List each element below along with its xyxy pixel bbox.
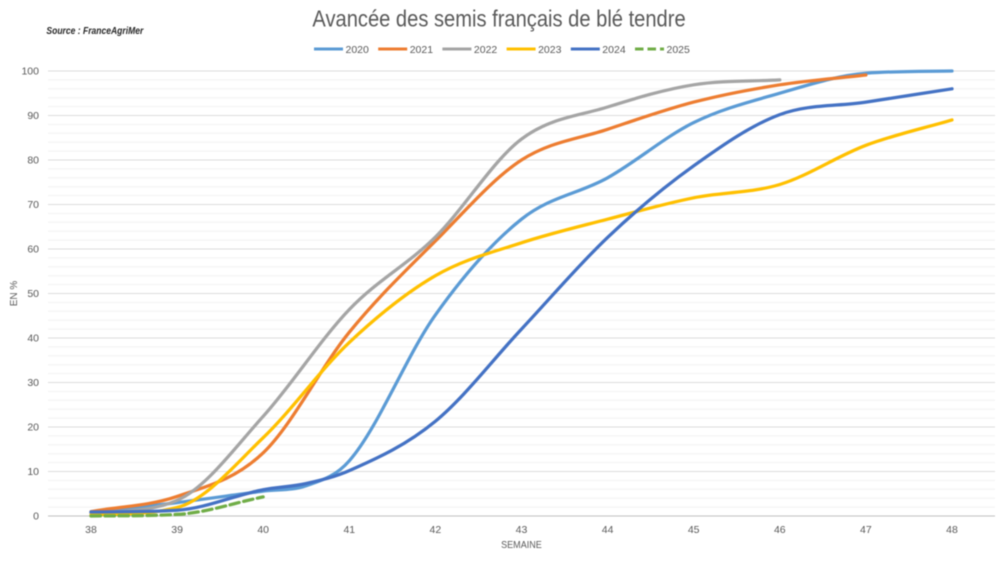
svg-text:40: 40 [27, 333, 39, 345]
svg-text:10: 10 [27, 466, 39, 478]
svg-text:50: 50 [27, 288, 39, 300]
svg-text:SEMAINE: SEMAINE [501, 540, 542, 552]
svg-text:42: 42 [430, 524, 442, 536]
svg-text:45: 45 [688, 524, 700, 536]
svg-text:EN %: EN % [9, 281, 20, 307]
svg-text:80: 80 [27, 155, 39, 167]
svg-text:100: 100 [21, 66, 39, 78]
svg-text:48: 48 [946, 524, 958, 536]
svg-text:41: 41 [343, 524, 355, 536]
svg-text:43: 43 [516, 524, 528, 536]
svg-text:2024: 2024 [602, 44, 626, 56]
svg-text:60: 60 [27, 244, 39, 256]
svg-text:2021: 2021 [410, 44, 434, 56]
svg-text:30: 30 [27, 377, 39, 389]
svg-text:39: 39 [171, 524, 183, 536]
svg-text:90: 90 [27, 110, 39, 122]
svg-text:0: 0 [33, 511, 39, 523]
svg-text:2020: 2020 [346, 44, 370, 56]
svg-text:46: 46 [774, 524, 786, 536]
svg-text:40: 40 [257, 524, 269, 536]
svg-text:44: 44 [602, 524, 614, 536]
svg-text:Source : FranceAgriMer: Source : FranceAgriMer [46, 25, 144, 36]
svg-text:38: 38 [85, 524, 97, 536]
svg-text:2023: 2023 [538, 44, 562, 56]
svg-text:47: 47 [860, 524, 872, 536]
svg-text:2025: 2025 [667, 44, 691, 56]
svg-text:Avancée des semis français de: Avancée des semis français de blé tendre [312, 5, 685, 32]
svg-text:70: 70 [27, 199, 39, 211]
svg-text:20: 20 [27, 422, 39, 434]
svg-text:2022: 2022 [474, 44, 498, 56]
